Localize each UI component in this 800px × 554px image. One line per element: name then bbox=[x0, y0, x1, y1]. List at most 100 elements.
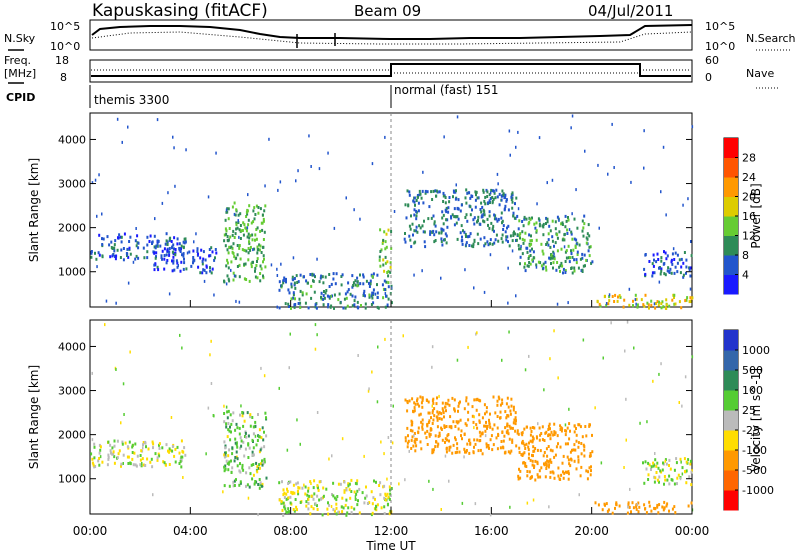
data-cell bbox=[498, 397, 501, 401]
data-cell bbox=[578, 493, 580, 497]
data-cell bbox=[565, 219, 568, 223]
data-cell bbox=[648, 500, 651, 504]
data-cell bbox=[296, 418, 298, 422]
data-cell bbox=[415, 217, 418, 221]
data-cell bbox=[245, 278, 248, 281]
data-cell bbox=[253, 206, 256, 210]
data-cell bbox=[486, 424, 489, 428]
data-cell bbox=[246, 483, 249, 487]
data-cell bbox=[505, 235, 508, 239]
data-cell bbox=[535, 238, 538, 242]
data-cell bbox=[285, 277, 287, 281]
data-cell bbox=[350, 478, 353, 482]
data-cell bbox=[294, 297, 296, 301]
data-cell bbox=[372, 288, 375, 292]
colorbar-tick-label: 16 bbox=[742, 210, 756, 223]
data-cell bbox=[235, 256, 238, 260]
data-cell bbox=[163, 254, 166, 257]
data-cell bbox=[552, 266, 554, 270]
data-cell bbox=[480, 215, 483, 219]
data-cell bbox=[651, 271, 654, 275]
data-cell bbox=[290, 490, 293, 494]
data-cell bbox=[240, 439, 243, 443]
data-cell bbox=[286, 448, 289, 452]
data-cell bbox=[455, 221, 458, 225]
data-cell bbox=[529, 254, 532, 257]
colorbar-tick-label: 8 bbox=[742, 249, 749, 262]
data-cell bbox=[536, 448, 539, 452]
data-cell bbox=[246, 411, 249, 415]
data-cell bbox=[139, 454, 142, 457]
data-cell bbox=[545, 265, 547, 269]
data-cell bbox=[351, 274, 354, 278]
data-cell bbox=[323, 296, 326, 300]
data-cell bbox=[290, 297, 293, 301]
data-cell bbox=[385, 294, 387, 298]
data-cell bbox=[172, 243, 175, 247]
data-cell bbox=[389, 270, 392, 274]
data-cell bbox=[445, 206, 448, 210]
data-cell bbox=[562, 476, 565, 480]
data-cell bbox=[254, 420, 257, 424]
data-cell bbox=[531, 435, 534, 439]
data-cell bbox=[115, 254, 118, 258]
data-cell bbox=[431, 448, 434, 452]
data-cell bbox=[121, 140, 123, 144]
data-cell bbox=[577, 441, 580, 445]
data-cell bbox=[356, 280, 359, 284]
data-cell bbox=[456, 442, 459, 446]
data-cell bbox=[590, 469, 592, 473]
data-cell bbox=[465, 450, 468, 454]
data-cell bbox=[375, 504, 377, 508]
data-cell bbox=[234, 441, 237, 445]
data-cell bbox=[501, 431, 504, 434]
data-cell bbox=[145, 445, 147, 449]
data-cell bbox=[650, 303, 653, 307]
colorbar-segment bbox=[724, 350, 738, 371]
data-cell bbox=[529, 476, 532, 480]
data-cell bbox=[409, 428, 412, 432]
data-cell bbox=[264, 460, 266, 464]
data-cell bbox=[331, 493, 333, 496]
data-cell bbox=[575, 433, 578, 437]
data-cell bbox=[557, 442, 559, 446]
data-cell bbox=[322, 281, 325, 285]
data-cell bbox=[97, 251, 100, 255]
data-cell bbox=[597, 163, 599, 167]
data-cell bbox=[421, 405, 424, 409]
data-cell bbox=[362, 292, 365, 296]
data-cell bbox=[600, 461, 603, 465]
data-cell bbox=[180, 247, 182, 251]
data-cell bbox=[158, 454, 161, 458]
data-cell bbox=[553, 244, 555, 248]
data-cell bbox=[240, 404, 242, 408]
data-cell bbox=[542, 454, 545, 458]
data-cell bbox=[376, 305, 379, 309]
data-cell bbox=[577, 266, 580, 270]
data-cell bbox=[478, 420, 481, 424]
data-cell bbox=[691, 355, 694, 359]
data-cell bbox=[290, 285, 293, 289]
data-cell bbox=[411, 222, 414, 226]
data-cell bbox=[522, 461, 525, 465]
data-cell bbox=[390, 284, 393, 288]
data-cell bbox=[461, 501, 464, 505]
colorbar-segment bbox=[724, 490, 738, 511]
data-cell bbox=[238, 432, 241, 436]
data-cell bbox=[134, 442, 137, 446]
data-cell bbox=[299, 289, 302, 293]
data-cell bbox=[523, 265, 526, 269]
data-cell bbox=[417, 431, 420, 435]
data-cell bbox=[364, 294, 366, 298]
data-cell bbox=[489, 238, 492, 242]
data-cell bbox=[546, 454, 549, 458]
data-cell bbox=[679, 477, 682, 481]
data-cell bbox=[689, 462, 692, 466]
data-cell bbox=[258, 466, 261, 470]
data-cell bbox=[259, 229, 262, 233]
data-cell bbox=[150, 457, 153, 461]
data-cell bbox=[245, 249, 248, 253]
colorbar-segment bbox=[724, 390, 738, 411]
data-cell bbox=[504, 193, 507, 197]
data-cell bbox=[568, 422, 571, 426]
